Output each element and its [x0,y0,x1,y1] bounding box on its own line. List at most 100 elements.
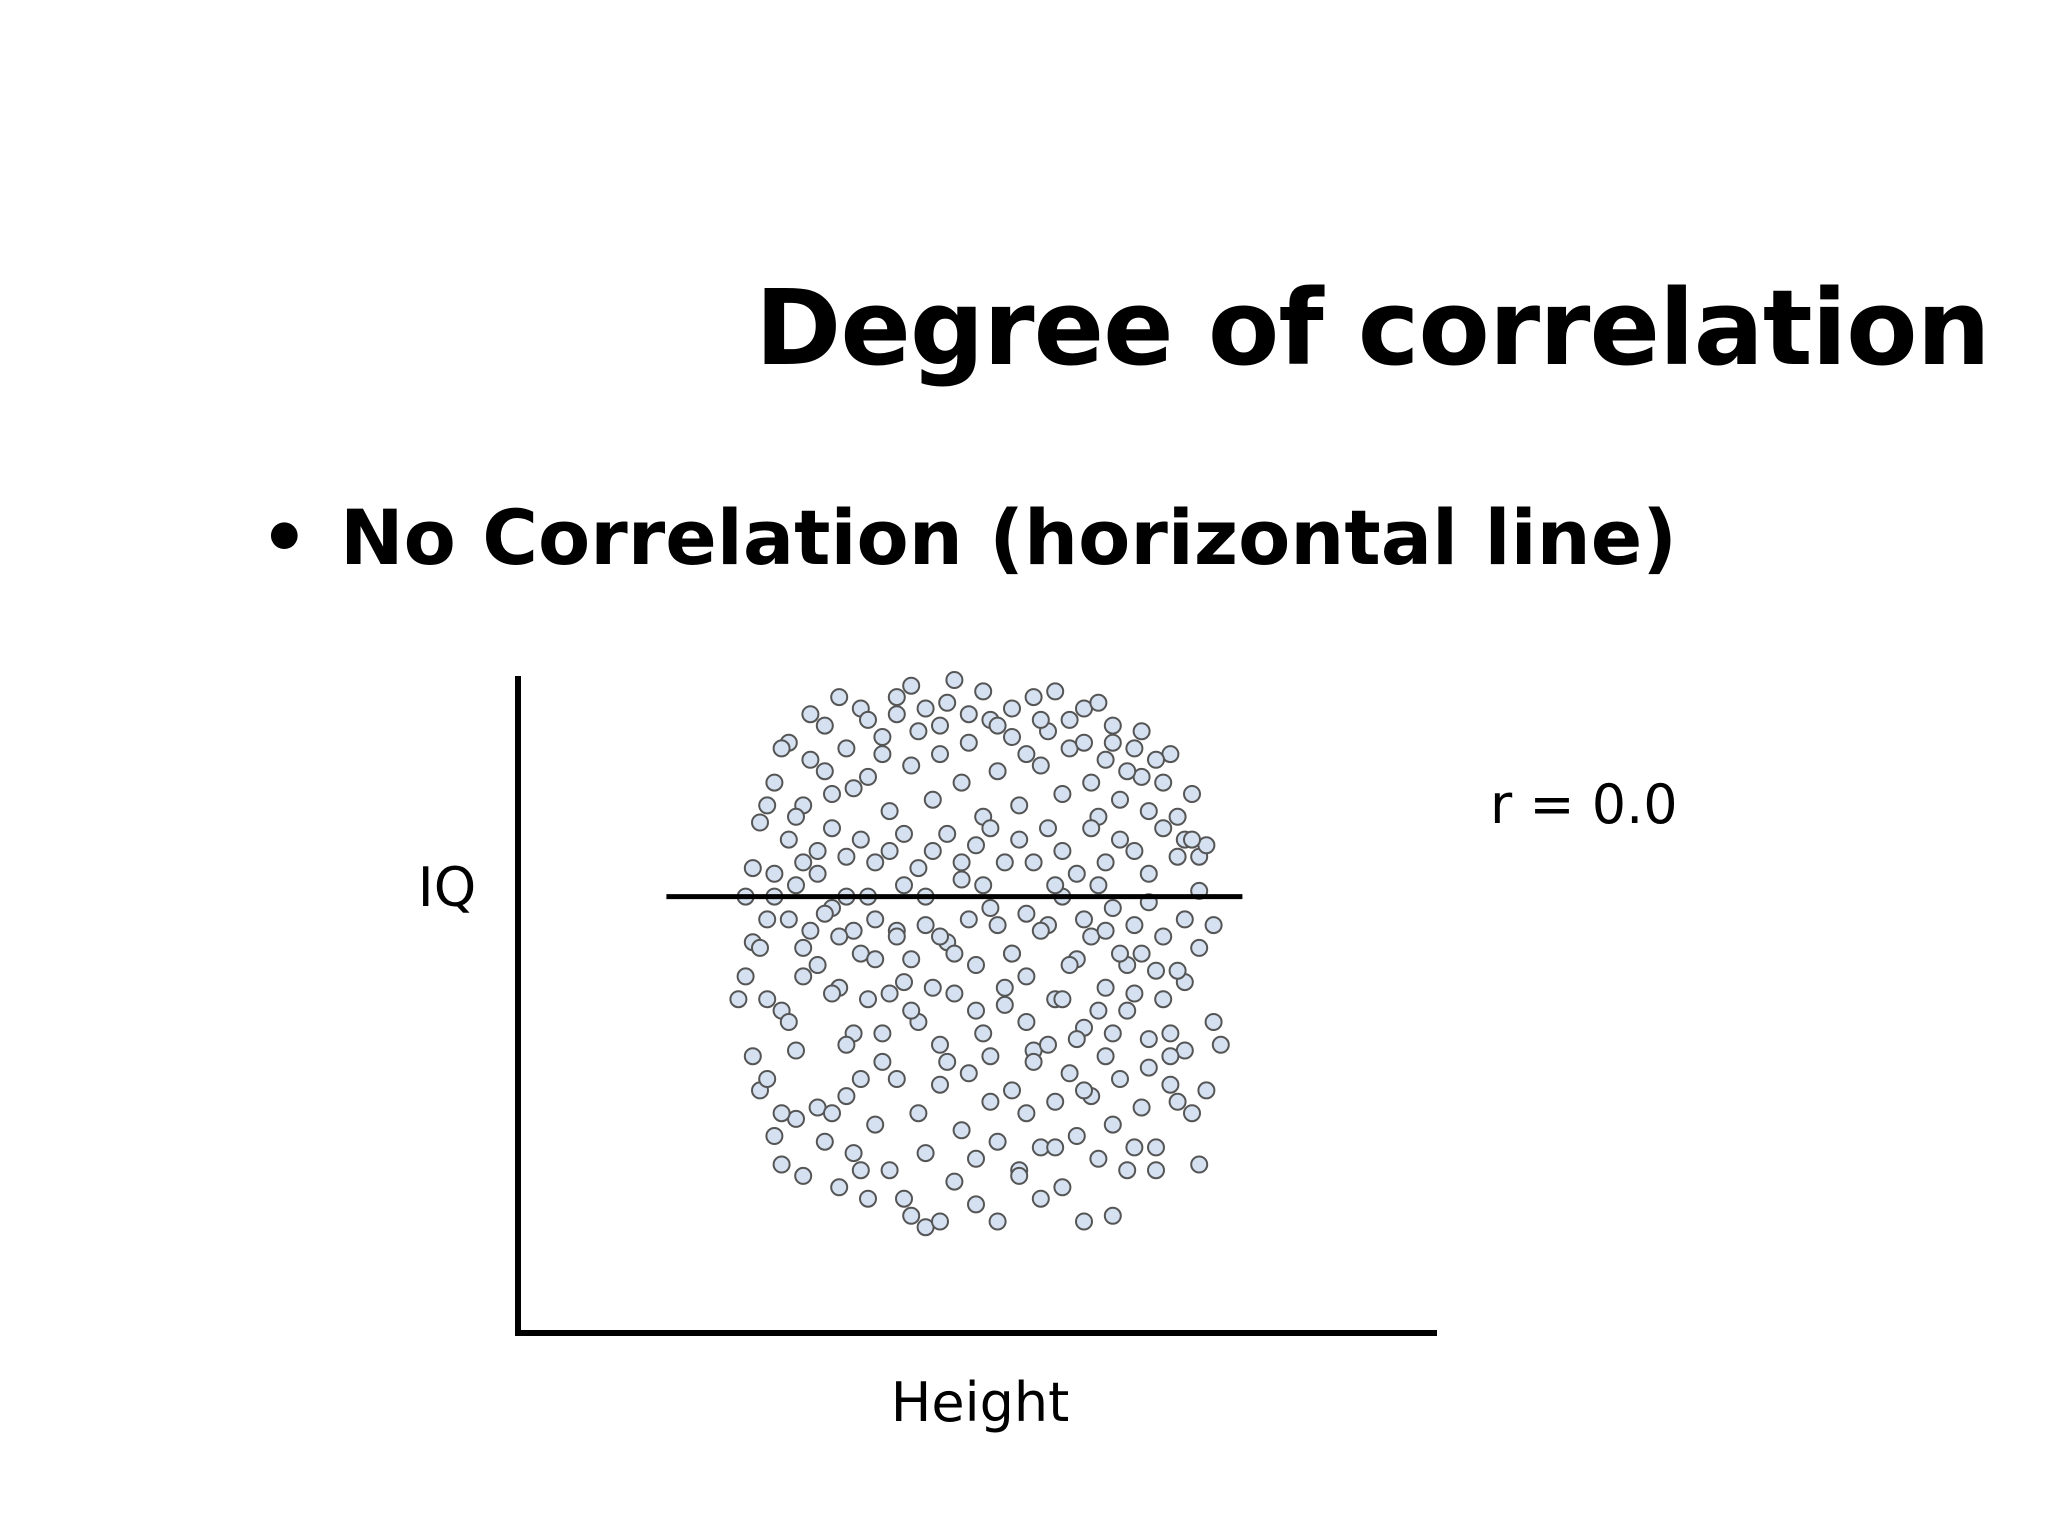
data-point [1125,739,1144,758]
data-point [952,773,971,792]
data-point [945,944,964,963]
data-point [1139,802,1158,821]
data-point [808,864,827,883]
data-point [1003,944,1021,963]
data-point [851,830,870,849]
data-point [758,990,777,1009]
data-point [787,807,805,826]
slide-title: Degree of correlation [755,267,1991,389]
data-point [779,910,798,929]
data-point [887,705,906,724]
data-point [772,1104,791,1123]
data-point [952,870,971,889]
data-point [923,790,942,809]
data-point [743,859,762,878]
data-point [880,842,899,860]
y-axis-label: IQ [418,856,476,919]
data-point [909,722,928,741]
data-point [1111,1070,1129,1088]
data-point [945,1172,964,1191]
data-point [1103,716,1122,735]
data-point [1003,699,1021,718]
data-point [866,910,885,929]
data-point [801,921,820,940]
data-point [1031,756,1050,775]
data-point [1139,1030,1158,1049]
data-point [887,1070,906,1088]
data-point [823,984,841,1003]
data-point [758,1070,777,1088]
data-point [974,876,993,895]
data-point [1197,1081,1216,1100]
data-point [887,688,906,707]
data-point [945,671,964,689]
data-point [959,1064,978,1083]
data-point [1118,1001,1137,1020]
data-point [1010,796,1029,815]
data-point [995,853,1014,872]
data-point [1082,773,1101,792]
data-point [1103,1206,1122,1225]
data-point [988,1212,1007,1231]
data-point [729,990,748,1009]
data-point [801,750,820,769]
data-point [974,1024,993,1043]
data-point [1139,864,1158,883]
data-point [902,1001,921,1020]
data-point [938,1052,957,1071]
data-point [1067,1030,1086,1049]
data-point [981,1047,1000,1066]
data-point [866,950,885,969]
data-point [1154,819,1173,838]
data-point [1089,1001,1108,1020]
bullet-text: No Correlation (horizontal line) [340,493,1678,582]
data-point [859,1189,877,1208]
data-point [859,767,877,786]
data-point [988,1132,1007,1151]
data-point [1046,682,1065,701]
data-point [1003,1081,1021,1100]
data-point [851,1070,870,1088]
data-point [880,802,899,821]
data-point [995,995,1014,1014]
data-point [1168,1092,1187,1111]
data-point [844,1144,863,1163]
data-point [931,1212,949,1231]
data-point [959,910,978,929]
data-point [765,864,784,883]
data-point [1125,1138,1144,1157]
data-point [909,859,928,878]
data-point [1118,1161,1137,1180]
data-point [1046,1092,1065,1111]
data-point [923,978,942,997]
data-point [1103,733,1122,752]
data-point [923,842,942,860]
bullet-marker: • [260,493,309,582]
data-point [1154,990,1173,1009]
data-point [1089,876,1108,895]
data-point [1024,853,1043,872]
data-point [1017,745,1036,764]
data-point [1067,1127,1086,1145]
data-point [1132,722,1151,741]
data-point [952,1121,971,1140]
data-point [830,1178,849,1197]
data-point [794,967,813,986]
data-point [1096,853,1115,872]
data-point [1161,1047,1180,1066]
data-point [837,1035,856,1054]
data-point [1147,1138,1165,1157]
data-point [1103,899,1122,917]
data-point [1053,785,1072,803]
data-point [866,853,885,872]
data-point [1053,842,1072,860]
data-point [1161,1075,1180,1094]
data-point [1125,916,1144,935]
data-point [1111,790,1129,809]
data-point [787,876,805,895]
data-point [981,1092,1000,1111]
data-point [902,676,921,695]
data-point [938,824,957,843]
data-point [873,1052,892,1071]
data-point [837,847,856,866]
